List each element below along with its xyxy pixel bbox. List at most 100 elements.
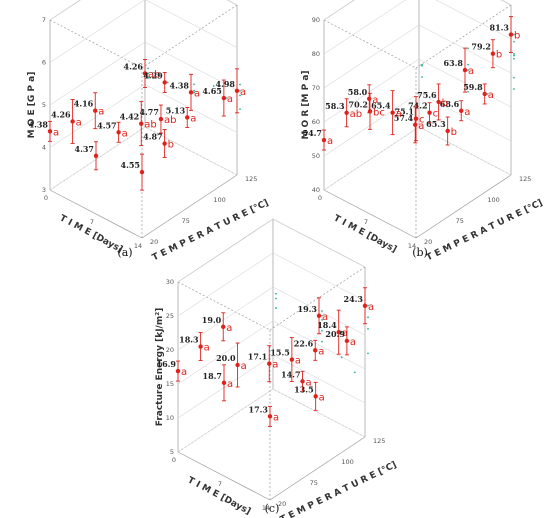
significance-letter: a: [322, 312, 328, 323]
temperature-tick-label: 75: [456, 217, 464, 225]
data-point: [221, 324, 226, 329]
significance-letter: a: [273, 412, 279, 423]
temperature-tick-label: 20: [150, 238, 158, 246]
panel-label: (a): [117, 246, 132, 259]
value-label: 59.8: [463, 82, 483, 92]
data-point: [175, 368, 181, 374]
value-label: 4.65: [202, 86, 221, 96]
z-tick-label: 6: [42, 59, 46, 67]
data-point: [267, 361, 272, 366]
temperature-tick-label: 125: [519, 175, 531, 183]
significance-letter: a: [241, 361, 247, 372]
z-tick-label: 20: [166, 346, 174, 354]
significance-letter: c: [433, 109, 439, 120]
value-label: 19.0: [202, 315, 222, 325]
projection-point: [166, 81, 169, 84]
projection-point: [467, 63, 469, 66]
projection-point: [367, 352, 369, 355]
value-label: 70.2: [349, 99, 368, 109]
data-point: [300, 379, 305, 384]
data-point: [445, 128, 450, 134]
data-point: [70, 119, 75, 124]
data-point: [221, 95, 227, 101]
data-point: [344, 338, 350, 344]
value-label: 4.38: [29, 119, 49, 129]
significance-letter: b: [451, 127, 457, 138]
significance-letter: a: [327, 136, 333, 147]
time-tick-label: 14: [262, 504, 270, 512]
significance-letter: a: [98, 107, 104, 118]
significance-letter: c: [419, 115, 425, 126]
value-label: 4.98: [216, 79, 236, 89]
projection-point: [486, 93, 489, 95]
data-point: [413, 122, 418, 128]
data-point: [267, 414, 273, 419]
chart-panel-2: 40 50 60 70 80 90 M O R [M P a] 0 7 14 20 75 100 125 T…: [301, 0, 544, 263]
projection-point: [321, 329, 323, 332]
projection-point: [239, 94, 241, 97]
value-label: 63.8: [444, 58, 464, 68]
temperature-tick-label: 125: [373, 437, 385, 445]
significance-letter: a: [190, 113, 196, 124]
significance-letter: a: [464, 107, 470, 118]
value-label: 74.2: [408, 101, 427, 111]
value-label: 18.4: [317, 320, 337, 330]
value-label: 4.26: [51, 109, 71, 119]
value-label: 20.9: [325, 329, 345, 339]
z-tick-label: 50: [312, 152, 320, 160]
significance-letter: ab: [164, 115, 176, 126]
data-point: [336, 329, 341, 335]
significance-letter: b: [442, 98, 448, 109]
data-point: [198, 344, 203, 349]
time-tick-label: 7: [218, 480, 222, 488]
projection-point: [353, 371, 356, 374]
significance-letter: b: [496, 50, 502, 61]
temperature-tick-label: 20: [278, 500, 286, 508]
value-label: 79.2: [471, 42, 490, 52]
time-tick-label: 0: [44, 194, 48, 202]
projection-point: [225, 97, 228, 99]
significance-letter: a: [368, 302, 374, 313]
temperature-tick-label: 100: [341, 458, 353, 466]
temperature-tick-label: 75: [182, 217, 190, 225]
value-label: 68.6: [440, 99, 460, 109]
value-label: 18.7: [203, 371, 222, 381]
data-point: [459, 108, 464, 113]
projection-point: [367, 304, 369, 307]
value-label: 24.3: [344, 294, 364, 304]
data-point: [139, 121, 144, 126]
significance-letter: a: [226, 323, 232, 334]
z-axis-title: Fracture Energy [kJ/m²]: [155, 308, 165, 427]
data-point: [142, 71, 148, 76]
projection-point: [275, 297, 277, 300]
value-label: 4.55: [121, 160, 140, 170]
z-tick-label: 4: [42, 144, 46, 152]
value-label: 65.4: [371, 101, 391, 111]
z-tick-label: 5: [42, 101, 46, 109]
projection-point: [367, 316, 369, 319]
projection-point: [147, 76, 149, 79]
significance-letter: a: [372, 95, 378, 106]
significance-letter: a: [76, 117, 82, 128]
time-tick-label: 14: [134, 242, 142, 250]
temperature-axis-title: T E M P E R A T U R E [°C]: [279, 460, 399, 518]
value-label: 4.29: [143, 70, 163, 80]
data-point: [185, 115, 190, 120]
value-label: 4.38: [170, 80, 190, 90]
projection-point: [275, 292, 277, 295]
time-tick-label: 0: [172, 456, 176, 464]
temperature-tick-label: 100: [213, 196, 225, 204]
panel-label: (b): [412, 246, 428, 259]
data-point: [47, 129, 53, 134]
value-label: 13.5: [294, 384, 313, 394]
projection-point: [513, 40, 515, 43]
significance-letter: a: [181, 367, 187, 378]
projection-point: [513, 57, 515, 60]
value-label: 19.3: [298, 304, 318, 314]
value-label: 20.0: [216, 353, 236, 363]
data-point: [158, 116, 164, 122]
z-tick-label: 60: [312, 118, 320, 126]
projection-point: [513, 76, 515, 79]
data-point: [235, 362, 240, 368]
